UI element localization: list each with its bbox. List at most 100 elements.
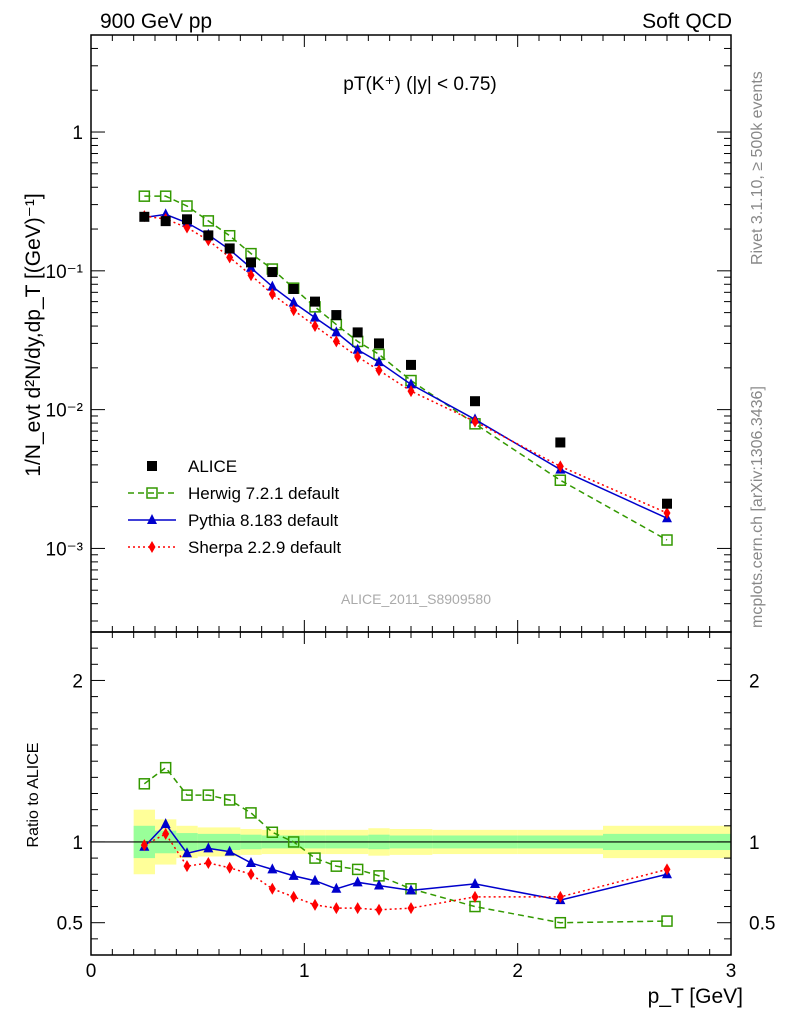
y-tick-label-main: 1: [72, 123, 83, 144]
herwig-point: [181, 200, 193, 212]
herwig-ratio-point: [309, 852, 321, 864]
pythia-point: [288, 296, 299, 307]
sherpa-point: [332, 335, 340, 348]
herwig-ratio-point: [223, 794, 236, 806]
sherpa-ratio-point: [226, 861, 234, 874]
axes: 0 1 2 3 10⁻³ 10⁻² 10⁻¹ 1 0.5 0.5 1 1 2 2: [46, 34, 775, 982]
main-frame: [90, 34, 732, 633]
sherpa-point: [247, 269, 255, 282]
herwig-ratio-point: [351, 863, 364, 876]
pythia-point: [310, 311, 320, 322]
alice-point: [555, 437, 566, 448]
herwig-ratio-point: [245, 807, 257, 819]
legend-label: Sherpa 2.2.9 default: [188, 538, 341, 557]
pythia-ratio-point: [224, 845, 235, 856]
sherpa-ratio-point: [204, 856, 212, 869]
pythia-ratio-point: [352, 876, 363, 887]
sherpa-point: [663, 506, 671, 519]
pythia-point: [352, 343, 363, 354]
alice-point: [662, 498, 672, 509]
alice-point: [374, 338, 384, 349]
sherpa-line-main: [144, 215, 668, 514]
alice-point: [160, 216, 171, 227]
alice-point: [288, 283, 299, 294]
rivet-label: Rivet 3.1.10, ≥ 500k events: [749, 71, 766, 265]
pythia-ratio-point: [374, 879, 384, 890]
herwig-line-main: [144, 195, 668, 541]
y-tick-label-ratio-right: 2: [749, 671, 760, 692]
sherpa-ratio-point: [140, 839, 148, 852]
sherpa-point: [226, 251, 234, 264]
herwig-ratio-point: [138, 778, 151, 790]
herwig-ratio-point: [159, 761, 172, 774]
sherpa-ratio-point: [183, 860, 191, 873]
legend-marker: [146, 487, 158, 499]
alice-point: [246, 257, 256, 268]
pythia-point: [267, 280, 278, 291]
sherpa-ratio-point: [162, 827, 170, 840]
sherpa-point: [268, 288, 276, 301]
sherpa-ratio-point: [471, 890, 479, 903]
series-layer: [138, 190, 673, 929]
legend-marker: [148, 541, 156, 553]
sherpa-ratio-point: [332, 902, 340, 915]
sherpa-point: [290, 304, 298, 317]
y-tick-label-ratio-right: 0.5: [749, 914, 775, 935]
alice-point: [139, 211, 150, 222]
mcplots-label: mcplots.cern.ch [arXiv:1306.3436]: [749, 386, 766, 628]
sherpa-point: [471, 415, 479, 428]
sherpa-ratio-point: [556, 890, 564, 903]
y-tick-label-ratio: 1: [72, 833, 83, 854]
herwig-ratio-point: [287, 836, 300, 848]
y-tick-label-ratio-right: 1: [749, 833, 760, 854]
y-axis-label-main: 1/N_evt d²N/dy,dp_T [(GeV)⁻¹]: [22, 193, 45, 476]
sherpa-point: [311, 320, 319, 333]
pythia-ratio-point: [310, 874, 320, 885]
pythia-ratio-point: [470, 877, 480, 888]
herwig-ratio-point: [469, 900, 481, 913]
pythia-ratio-point: [406, 884, 416, 895]
herwig-ratio-point: [330, 860, 343, 872]
plot-title: pT(K⁺) (|y| < 0.75): [343, 74, 496, 95]
herwig-line-ratio: [143, 766, 668, 924]
alice-point: [331, 310, 342, 321]
sherpa-ratio-point: [407, 902, 415, 915]
pythia-ratio-point: [331, 882, 342, 893]
herwig-point: [138, 190, 151, 202]
alice-point: [203, 230, 214, 241]
y-tick-label-main: 10⁻²: [46, 401, 84, 422]
herwig-ratio-point: [266, 826, 279, 839]
sherpa-ratio-point: [375, 903, 383, 916]
herwig-point: [554, 474, 567, 486]
pythia-point: [406, 378, 416, 389]
alice-point: [182, 214, 192, 225]
x-tick-label: 3: [726, 961, 737, 982]
y-axis-label-ratio: Ratio to ALICE: [25, 743, 42, 848]
x-axis-label: p_T [GeV]: [648, 985, 743, 1008]
y-tick-label-main: 10⁻¹: [46, 262, 84, 283]
legend-label: ALICE: [188, 457, 237, 476]
sherpa-ratio-point: [268, 882, 276, 895]
pythia-ratio-point: [203, 842, 214, 853]
herwig-ratio-point: [554, 916, 567, 929]
alice-point: [224, 243, 235, 254]
herwig-point: [202, 215, 215, 227]
sherpa-ratio-point: [247, 868, 255, 881]
x-tick-label: 1: [299, 961, 310, 982]
header-left: 900 GeV pp: [100, 10, 212, 33]
legend-label: Pythia 8.183 default: [188, 511, 339, 530]
alice-point: [470, 396, 480, 407]
pythia-ratio-point: [267, 863, 278, 874]
sherpa-point: [375, 364, 383, 377]
sherpa-point: [183, 221, 191, 234]
sherpa-ratio-point: [663, 863, 671, 876]
pythia-ratio-point: [288, 869, 299, 880]
pythia-ratio-point: [182, 847, 192, 858]
pythia-line-main: [144, 213, 668, 519]
x-tick-label: 2: [512, 961, 523, 982]
sherpa-point: [556, 460, 564, 473]
x-tick-label: 0: [86, 961, 97, 982]
y-tick-label-ratio: 2: [72, 671, 83, 692]
legend: ALICE Herwig 7.2.1 default Pythia 8.183 de…: [128, 457, 341, 557]
